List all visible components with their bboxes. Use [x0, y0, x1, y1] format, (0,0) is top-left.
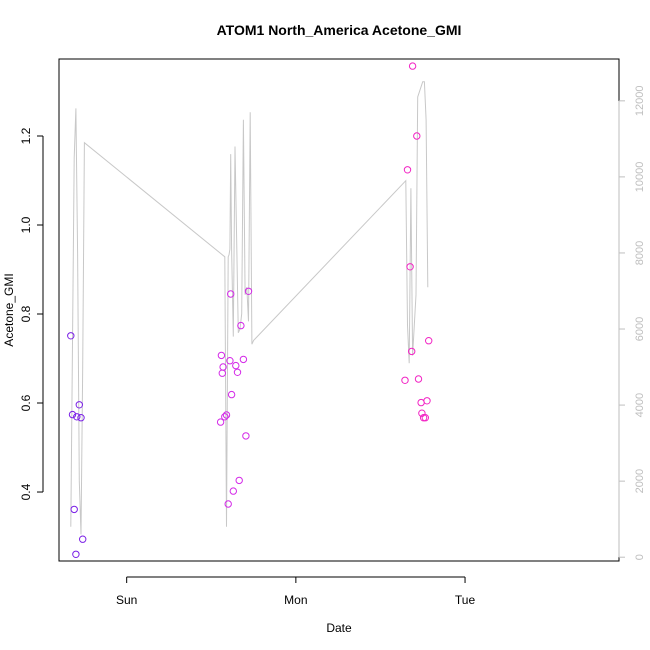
y-right-tick-label: 0 — [634, 554, 646, 560]
data-point — [226, 357, 234, 365]
x-tick-label: Sun — [116, 593, 137, 607]
x-tick-label: Mon — [284, 593, 307, 607]
data-point — [218, 369, 227, 377]
data-point — [227, 290, 235, 298]
y-tick-label: 0.6 — [19, 394, 33, 411]
line-layer — [70, 81, 429, 535]
x-tick-label: Tue — [455, 593, 476, 607]
data-point — [421, 414, 429, 422]
data-point — [406, 263, 414, 271]
y-right-tick-label: 6000 — [634, 317, 646, 341]
data-point — [227, 390, 236, 399]
plot-frame — [58, 58, 620, 562]
data-point — [423, 397, 431, 405]
data-point — [67, 332, 75, 340]
data-point — [73, 413, 81, 421]
y-right-tick-label: 2000 — [634, 469, 646, 493]
data-point — [221, 413, 229, 421]
data-point — [70, 505, 78, 514]
x-axis: Sun Mon Tue — [116, 576, 476, 607]
data-point — [219, 363, 227, 371]
data-point — [408, 62, 417, 70]
y-right-tick-label: 4000 — [634, 393, 646, 417]
y-tick-label: 1.0 — [19, 216, 33, 233]
data-point — [72, 550, 80, 558]
chart-title: ATOM1 North_America Acetone_GMI — [217, 22, 462, 38]
y-right-tick-label: 12000 — [634, 86, 646, 117]
y-axis-left: 0.4 0.6 0.8 1.0 1.2 — [19, 127, 44, 500]
data-point — [75, 401, 84, 409]
y-axis-right: 0 2000 4000 6000 8000 10000 12000 — [618, 86, 646, 560]
x-axis-label: Date — [326, 621, 352, 635]
y-right-tick-label: 10000 — [634, 162, 646, 193]
data-point — [408, 347, 416, 356]
data-point — [216, 418, 225, 426]
y-tick-label: 0.8 — [19, 305, 33, 322]
data-point — [224, 500, 232, 508]
data-point — [68, 410, 77, 419]
data-point — [242, 432, 250, 440]
y-right-tick-label: 8000 — [634, 241, 646, 265]
data-point — [232, 361, 240, 370]
data-point — [222, 411, 231, 419]
data-point — [401, 376, 409, 384]
points-layer — [67, 62, 433, 558]
y-tick-label: 0.4 — [19, 483, 33, 500]
data-point — [233, 368, 242, 376]
y-axis-label: Acetone_GMI — [2, 273, 16, 346]
data-point — [77, 414, 85, 422]
data-point — [414, 375, 423, 383]
series-line — [70, 81, 429, 535]
data-point — [237, 321, 245, 330]
data-point — [217, 351, 226, 360]
data-point — [413, 132, 421, 140]
data-point — [425, 337, 433, 345]
data-point — [239, 355, 248, 364]
data-point — [244, 287, 253, 295]
data-point — [229, 487, 238, 495]
data-point — [79, 535, 87, 543]
y-tick-label: 1.2 — [19, 127, 33, 144]
data-point — [235, 476, 243, 485]
data-point — [403, 166, 412, 174]
